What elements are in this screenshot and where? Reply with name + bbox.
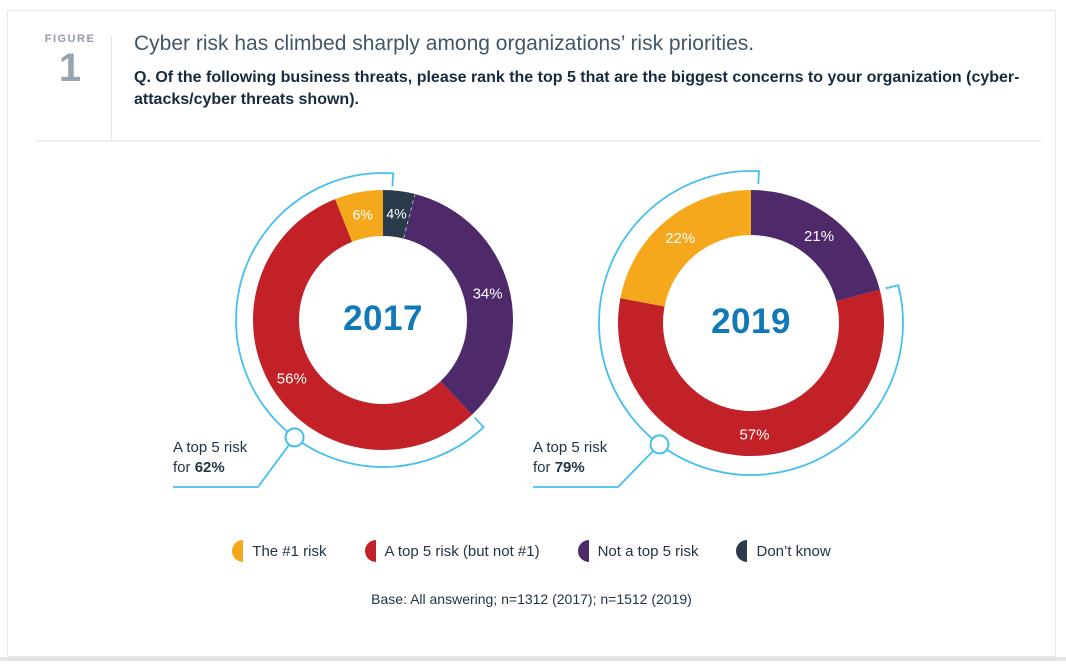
callout-value: 62%: [194, 459, 225, 476]
legend-label: A top 5 risk (but not #1): [384, 542, 540, 560]
legend-item: Don’t know: [736, 540, 831, 562]
slice-label: 4%: [386, 205, 406, 221]
year-label-2019: 2019: [711, 302, 791, 341]
legend-item: Not a top 5 risk: [577, 540, 699, 562]
bracket-arc: [235, 172, 485, 468]
header-bottom-divider: [36, 140, 1041, 142]
header-vertical-divider: [111, 36, 112, 140]
legend-marker-icon: [364, 540, 376, 562]
legend-item: A top 5 risk (but not #1): [364, 540, 540, 562]
header-text: Cyber risk has climbed sharply among org…: [134, 32, 1042, 110]
legend-label: Not a top 5 risk: [597, 542, 699, 560]
callout-line1: A top 5 risk: [173, 439, 248, 456]
slice-label: 57%: [739, 426, 769, 443]
donut-slice: [620, 190, 751, 307]
slice-label: 22%: [665, 230, 695, 247]
callout-marker: [284, 427, 305, 448]
slice-label: 6%: [353, 206, 373, 222]
figure-title: Cyber risk has climbed sharply among org…: [134, 32, 755, 55]
figure-label: FIGURE: [44, 33, 96, 45]
donut-slice: [383, 190, 416, 239]
page-bottom-band: [0, 657, 1066, 661]
donut-charts-canvas: 4% 34% 56% 6% 21% 57% 22%: [173, 170, 904, 488]
callout-line1: A top 5 risk: [533, 439, 608, 456]
figure-badge: FIGURE 1: [38, 33, 102, 89]
callout-line: [173, 444, 290, 488]
base-note: Base: All answering; n=1312 (2017); n=15…: [371, 591, 692, 607]
slice-label: 34%: [473, 286, 503, 303]
donut-2017: 4% 34% 56% 6%: [173, 172, 513, 488]
legend-label: The #1 risk: [252, 542, 327, 560]
donut-slice: [618, 289, 884, 456]
slice-label: 56%: [277, 370, 307, 387]
year-label-2017: 2017: [343, 299, 423, 338]
chart-legend: The #1 risk A top 5 risk (but not #1) Not …: [8, 538, 1055, 564]
callout-line: [533, 450, 654, 488]
legend-label: Don’t know: [756, 542, 831, 560]
callout-marker: [649, 434, 670, 455]
figure-header: FIGURE 1 Cyber risk has climbed sharply …: [8, 11, 1055, 150]
legend-marker-icon: [577, 540, 589, 562]
callout-line2: for 62%: [173, 459, 225, 476]
legend-marker-icon: [736, 540, 748, 562]
legend-item: The #1 risk: [232, 540, 327, 562]
callout-2017: A top 5 risk for 62%: [173, 438, 303, 478]
donut-slice: [335, 190, 383, 242]
donut-slice: [253, 199, 472, 450]
callout-line2: for 79%: [533, 459, 585, 476]
callout-2019: A top 5 risk for 79%: [533, 438, 663, 478]
figure-panel: FIGURE 1 Cyber risk has climbed sharply …: [7, 10, 1056, 657]
donut-2019: 21% 57% 22%: [533, 170, 904, 488]
donut-slice: [751, 190, 880, 302]
figure-number: 1: [58, 46, 82, 90]
slice-label: 21%: [804, 228, 834, 245]
figure-question: Q. Of the following business threats, pl…: [134, 69, 1020, 108]
callout-value: 79%: [554, 459, 585, 476]
legend-marker-icon: [232, 540, 244, 562]
chart-region: 4% 34% 56% 6% 21% 57% 22% 2017 2019 A top 5 ri…: [8, 150, 1055, 530]
donut-slice: [403, 194, 513, 415]
